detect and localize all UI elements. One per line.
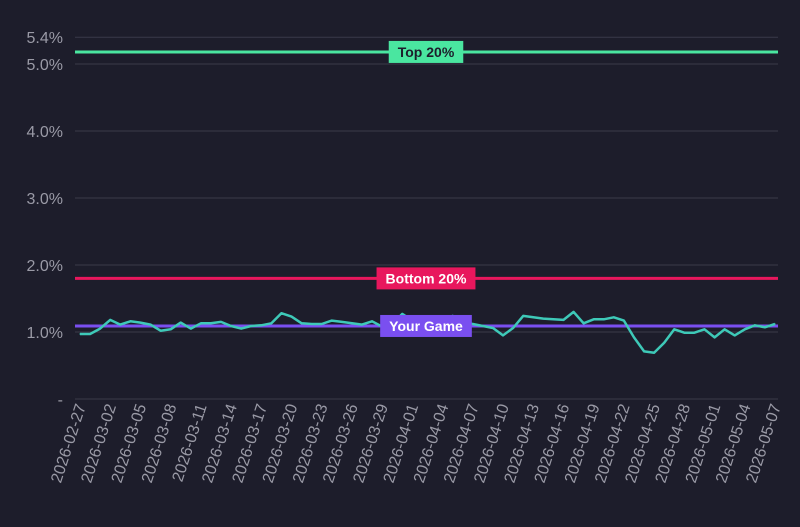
data-point — [129, 320, 131, 322]
data-point — [250, 325, 252, 327]
data-point — [290, 315, 293, 318]
y-tick-label: 3.0% — [27, 191, 63, 208]
data-point — [633, 336, 635, 338]
data-point — [99, 328, 101, 330]
data-point — [552, 318, 555, 320]
data-point — [472, 323, 474, 325]
reference-label: Top 20% — [388, 40, 464, 63]
grid-lines — [75, 36, 778, 400]
data-point — [492, 327, 494, 329]
data-point — [260, 324, 262, 326]
data-point — [79, 333, 81, 335]
y-tick-label: - — [58, 392, 63, 409]
data-point — [744, 328, 746, 330]
data-point — [613, 316, 615, 318]
data-point — [311, 323, 313, 325]
data-point — [240, 328, 242, 330]
y-axis-ticks: - 1.0% 2.0% 3.0% 4.0% 5.0% 5.4% — [27, 30, 63, 409]
data-point — [341, 321, 343, 323]
reference-label: Your Game — [380, 314, 472, 337]
data-point — [522, 315, 524, 317]
y-tick-label: 5.0% — [27, 57, 63, 74]
reference-label: Bottom 20% — [376, 267, 476, 290]
data-point — [653, 352, 655, 354]
data-point — [300, 322, 303, 324]
data-point — [149, 324, 152, 326]
data-point — [512, 327, 514, 329]
data-point — [774, 323, 776, 325]
x-axis-ticks: 2026-02-272026-03-022026-03-052026-03-08… — [48, 402, 784, 485]
data-point — [693, 332, 696, 334]
data-point — [230, 325, 232, 327]
data-point — [180, 322, 182, 324]
data-point — [139, 322, 142, 324]
data-point — [89, 333, 91, 335]
reference-label-pill — [388, 40, 464, 63]
data-point — [764, 326, 766, 328]
data-point — [532, 316, 534, 318]
reference-label-pill — [376, 267, 476, 290]
data-point — [703, 328, 706, 330]
data-point — [623, 320, 625, 322]
data-point — [119, 324, 121, 326]
reference-label-pill — [380, 314, 472, 337]
data-point — [482, 325, 484, 327]
data-point — [593, 318, 595, 320]
data-point — [502, 334, 504, 336]
data-point — [200, 322, 202, 324]
data-point — [673, 328, 675, 330]
data-point — [542, 318, 544, 320]
data-point — [754, 324, 756, 326]
y-tick-label: 2.0% — [27, 258, 63, 275]
data-point — [210, 322, 212, 324]
data-point — [159, 330, 162, 332]
data-point — [220, 321, 222, 323]
data-point — [683, 332, 685, 334]
y-tick-label: 5.4% — [27, 30, 63, 47]
reference-label-text: Your Game — [389, 318, 463, 334]
reference-label-text: Top 20% — [398, 44, 455, 60]
data-point — [663, 342, 665, 344]
data-point — [562, 319, 565, 321]
data-point — [572, 311, 575, 313]
reference-labels: Top 20% Bottom 20% Your Game — [376, 40, 476, 337]
data-point — [724, 328, 726, 330]
data-point — [280, 312, 283, 314]
data-point — [643, 350, 645, 353]
data-point — [321, 323, 323, 325]
data-point — [190, 328, 192, 330]
data-point — [270, 322, 272, 324]
data-point — [713, 336, 716, 338]
data-point — [361, 324, 363, 326]
data-point — [170, 328, 172, 330]
y-tick-label: 4.0% — [27, 124, 63, 141]
data-point — [734, 334, 736, 336]
data-point — [109, 319, 111, 321]
data-point — [603, 318, 605, 320]
data-point — [351, 322, 353, 324]
reference-label-text: Bottom 20% — [386, 270, 467, 286]
data-point — [331, 320, 333, 322]
data-point — [401, 313, 403, 315]
data-point — [371, 320, 373, 322]
data-point — [583, 322, 585, 324]
y-tick-label: 1.0% — [27, 325, 63, 342]
